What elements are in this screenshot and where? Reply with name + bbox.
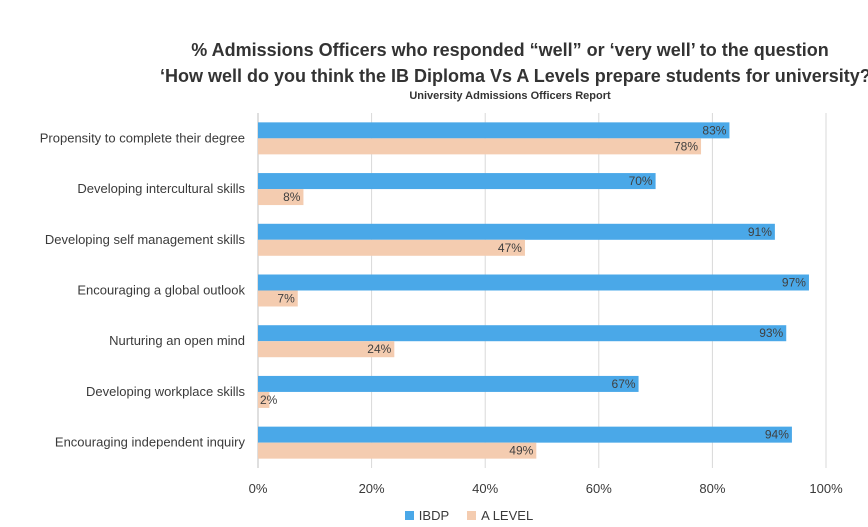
chart-title-line-2: ‘How well do you think the IB Diploma Vs… <box>160 66 868 86</box>
bar-a-level <box>258 442 537 459</box>
x-tick-label: 80% <box>699 481 725 496</box>
x-tick-label: 60% <box>586 481 612 496</box>
bar-a-level <box>258 290 298 307</box>
bar-ibdp <box>258 375 639 392</box>
data-label-ibdp: 94% <box>765 428 789 442</box>
bar-ibdp <box>258 426 792 443</box>
bar-a-level <box>258 189 304 206</box>
x-tick-label: 20% <box>359 481 385 496</box>
category-label: Encouraging independent inquiry <box>55 435 246 450</box>
bar-ibdp <box>258 325 787 342</box>
data-label-a-level: 47% <box>498 241 522 255</box>
data-label-ibdp: 70% <box>629 174 653 188</box>
legend-label-ibdp: IBDP <box>418 508 450 523</box>
category-label: Developing workplace skills <box>86 384 245 399</box>
bar-ibdp <box>258 122 730 139</box>
data-label-ibdp: 97% <box>782 276 806 290</box>
data-label-ibdp: 93% <box>759 326 783 340</box>
bar-ibdp <box>258 173 656 190</box>
data-label-a-level: 7% <box>277 292 295 306</box>
x-tick-label: 0% <box>249 481 268 496</box>
category-label: Propensity to complete their degree <box>40 130 245 145</box>
data-label-ibdp: 83% <box>702 123 726 137</box>
data-label-a-level: 24% <box>367 342 391 356</box>
legend-swatch-ibdp <box>404 511 414 520</box>
x-tick-label: 40% <box>472 481 498 496</box>
category-label: Developing self management skills <box>45 232 246 247</box>
legend-swatch-a-level <box>467 511 477 520</box>
bar-a-level <box>258 239 525 256</box>
data-label-a-level: 8% <box>283 190 301 204</box>
legend-item-ibdp: IBDP <box>335 508 449 523</box>
chart-title: % Admissions Officers who responded “wel… <box>191 40 829 60</box>
data-label-a-level: 2% <box>260 393 278 407</box>
x-tick-label: 100% <box>809 481 843 496</box>
bar-a-level <box>258 391 270 408</box>
category-label: Encouraging a global outlook <box>77 283 245 298</box>
data-label-ibdp: 91% <box>748 225 772 239</box>
data-label-a-level: 78% <box>674 139 698 153</box>
category-label: Developing intercultural skills <box>77 181 245 196</box>
bar-ibdp <box>258 223 775 240</box>
data-label-ibdp: 67% <box>612 377 636 391</box>
data-label-a-level: 49% <box>509 444 533 458</box>
legend: IBDP A LEVEL <box>0 508 868 523</box>
bar-a-level <box>258 341 395 358</box>
category-label: Nurturing an open mind <box>109 333 245 348</box>
legend-item-a-level: A LEVEL <box>467 508 533 523</box>
chart-subtitle: University Admissions Officers Report <box>409 90 611 102</box>
bar-a-level <box>258 138 702 155</box>
bar-ibdp <box>258 274 809 291</box>
legend-label-a-level: A LEVEL <box>481 508 534 523</box>
